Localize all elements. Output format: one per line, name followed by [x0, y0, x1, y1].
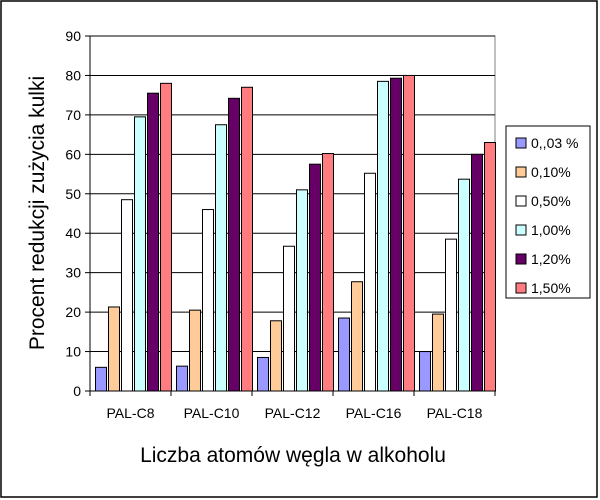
bar [309, 163, 321, 392]
y-tick-label: 0 [73, 383, 81, 399]
bar [270, 320, 282, 392]
x-tick-label: PAL-C8 [107, 405, 155, 421]
legend-swatch [515, 282, 527, 294]
legend-swatch [515, 224, 527, 236]
x-tick-label: PAL-C10 [184, 405, 240, 421]
bar [296, 189, 308, 392]
legend-label: 0,50% [531, 193, 571, 209]
legend-label: 0,,03 % [531, 135, 578, 151]
bar [257, 356, 269, 392]
y-tick-label: 70 [65, 107, 81, 123]
y-tick-label: 50 [65, 186, 81, 202]
y-tick-label: 80 [65, 67, 81, 83]
x-axis-ticks: PAL-C8 PAL-C10 PAL-C12 PAL-C16 PAL-C18 [89, 391, 496, 421]
y-tick-label: 90 [65, 28, 81, 44]
bar [351, 281, 363, 392]
legend-swatch [515, 253, 527, 265]
y-axis-title: Procent redukcji zużycia kulki [26, 76, 49, 350]
bar [228, 97, 240, 392]
x-tick-label: PAL-C16 [346, 405, 402, 421]
y-tick-label: 30 [65, 265, 81, 281]
bar [419, 351, 431, 392]
bar [403, 74, 415, 392]
bar [283, 245, 295, 392]
bar [364, 172, 376, 392]
x-tick-label: PAL-C12 [265, 405, 321, 421]
bar [147, 92, 159, 392]
bar [445, 238, 457, 392]
bar [458, 178, 470, 392]
bar [189, 309, 201, 392]
bar [160, 82, 172, 392]
legend-swatch [515, 166, 527, 178]
legend-swatch [515, 195, 527, 207]
x-axis-title: Liczba atomów węgla w alkoholu [140, 444, 446, 467]
bar [241, 86, 253, 392]
y-tick-label: 20 [65, 304, 81, 320]
bar [95, 366, 107, 392]
bar [484, 142, 496, 392]
bar [322, 153, 334, 392]
x-tick-label: PAL-C18 [427, 405, 483, 421]
bar [215, 124, 227, 392]
bar [202, 209, 214, 392]
bar [134, 116, 146, 392]
bar [338, 317, 350, 392]
y-tick-label: 60 [65, 146, 81, 162]
legend-label: 1,20% [531, 251, 571, 267]
bar [471, 153, 483, 392]
y-tick-label: 10 [65, 344, 81, 360]
bar [377, 80, 389, 392]
bar [121, 199, 133, 392]
bar [108, 306, 120, 392]
y-axis-ticks: 0 10 20 30 40 50 60 70 80 90 [65, 28, 90, 399]
y-tick-label: 40 [65, 225, 81, 241]
legend: 0,,03 % 0,10% 0,50% 1,00% 1,20% 1,50% [505, 125, 591, 299]
bars [95, 74, 496, 392]
legend-swatch [515, 137, 527, 149]
legend-label: 1,00% [531, 222, 571, 238]
legend-box [505, 125, 591, 299]
legend-label: 1,50% [531, 280, 571, 296]
legend-label: 0,10% [531, 164, 571, 180]
bar [176, 365, 188, 392]
bar [390, 77, 402, 392]
bar [432, 313, 444, 392]
